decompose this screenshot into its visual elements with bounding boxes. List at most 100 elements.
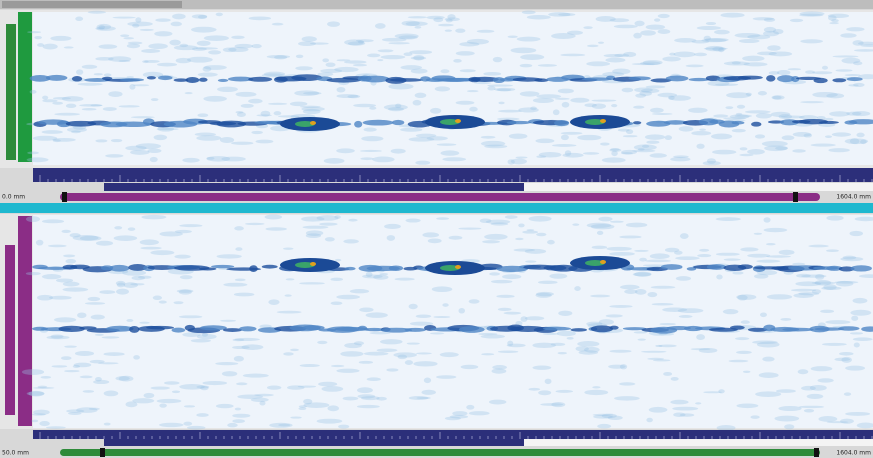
speckle — [144, 393, 155, 398]
speckle — [716, 275, 722, 280]
speckle — [669, 95, 691, 100]
band — [199, 78, 208, 82]
speckle — [532, 343, 556, 348]
speckle — [123, 37, 134, 39]
speckle — [812, 92, 837, 98]
speckle — [171, 22, 182, 27]
speckle — [481, 136, 496, 139]
speckle — [699, 128, 706, 130]
speckle — [688, 108, 708, 113]
speckle — [235, 278, 246, 281]
speckle — [42, 219, 64, 223]
speckle — [151, 98, 159, 101]
speckle — [845, 412, 870, 416]
speckle — [811, 366, 833, 371]
scroll-handle[interactable] — [62, 192, 67, 202]
speckle — [584, 390, 608, 395]
speckle — [183, 422, 192, 426]
speckle — [378, 49, 394, 52]
speckle — [805, 70, 815, 73]
start-label: 0.0 mm — [2, 194, 25, 201]
speckle — [742, 56, 764, 62]
speckle — [551, 402, 565, 407]
speckle — [658, 14, 670, 18]
speckle — [533, 98, 554, 103]
speckle — [732, 271, 743, 274]
speckle — [696, 144, 704, 149]
scrollbar[interactable] — [60, 449, 820, 456]
speckle — [77, 312, 86, 318]
speckle — [764, 228, 788, 232]
speckle — [83, 390, 95, 393]
speckle — [235, 247, 242, 251]
speckle — [416, 397, 430, 399]
speckle — [850, 332, 863, 334]
speckle — [640, 30, 656, 35]
speckle — [634, 250, 648, 252]
band — [344, 267, 355, 270]
speckle — [63, 255, 75, 258]
speckle — [508, 35, 518, 37]
speckle — [467, 39, 489, 45]
speckle — [587, 223, 611, 228]
speckle — [587, 45, 598, 48]
vertical-ruler — [18, 12, 32, 162]
band — [819, 121, 839, 124]
speckle — [384, 224, 401, 229]
hot-spot — [310, 262, 316, 266]
speckle — [377, 348, 398, 351]
speckle — [71, 131, 81, 134]
speckle — [543, 333, 559, 335]
speckle — [290, 102, 307, 107]
speckle — [340, 351, 363, 357]
speckle — [626, 129, 633, 134]
speckle — [411, 57, 426, 60]
scrollbar[interactable] — [60, 193, 820, 201]
speckle — [845, 74, 861, 76]
speckle — [132, 398, 154, 403]
speckle — [602, 414, 617, 419]
speckle — [511, 159, 527, 165]
speckle — [88, 11, 106, 14]
speckle — [217, 87, 238, 92]
speckle — [66, 409, 84, 412]
scroll-handle[interactable] — [100, 448, 105, 457]
speckle — [832, 132, 851, 136]
speckle — [303, 109, 321, 114]
speckle — [549, 273, 567, 278]
speckle — [740, 147, 748, 150]
speckle — [234, 293, 255, 297]
speckle — [736, 294, 756, 300]
speckle — [697, 26, 721, 30]
speckle — [301, 216, 324, 221]
speckle — [525, 260, 536, 262]
speckle — [269, 423, 292, 428]
speckle — [621, 152, 633, 154]
speckle — [400, 128, 422, 132]
speckle — [851, 316, 858, 321]
speckle — [232, 339, 244, 342]
speckle — [105, 154, 123, 157]
speckle — [237, 112, 246, 117]
speckle — [456, 51, 475, 55]
speckle — [26, 216, 40, 222]
speckle — [745, 110, 771, 113]
scroll-handle[interactable] — [814, 448, 819, 457]
end-label: 1604.0 mm — [836, 450, 871, 457]
speckle — [367, 377, 381, 381]
speckle — [65, 259, 76, 264]
speckle — [373, 275, 388, 280]
scroll-handle[interactable] — [793, 192, 798, 202]
speckle — [169, 40, 181, 46]
speckle — [361, 396, 380, 400]
speckle — [432, 286, 453, 292]
speckle — [493, 57, 502, 62]
speckle — [318, 382, 337, 387]
speckle — [440, 352, 459, 357]
speckle — [409, 304, 418, 310]
speckle — [557, 331, 576, 337]
speckle — [469, 299, 480, 303]
speckle — [435, 86, 450, 91]
speckle — [822, 66, 828, 70]
speckle — [198, 73, 218, 77]
